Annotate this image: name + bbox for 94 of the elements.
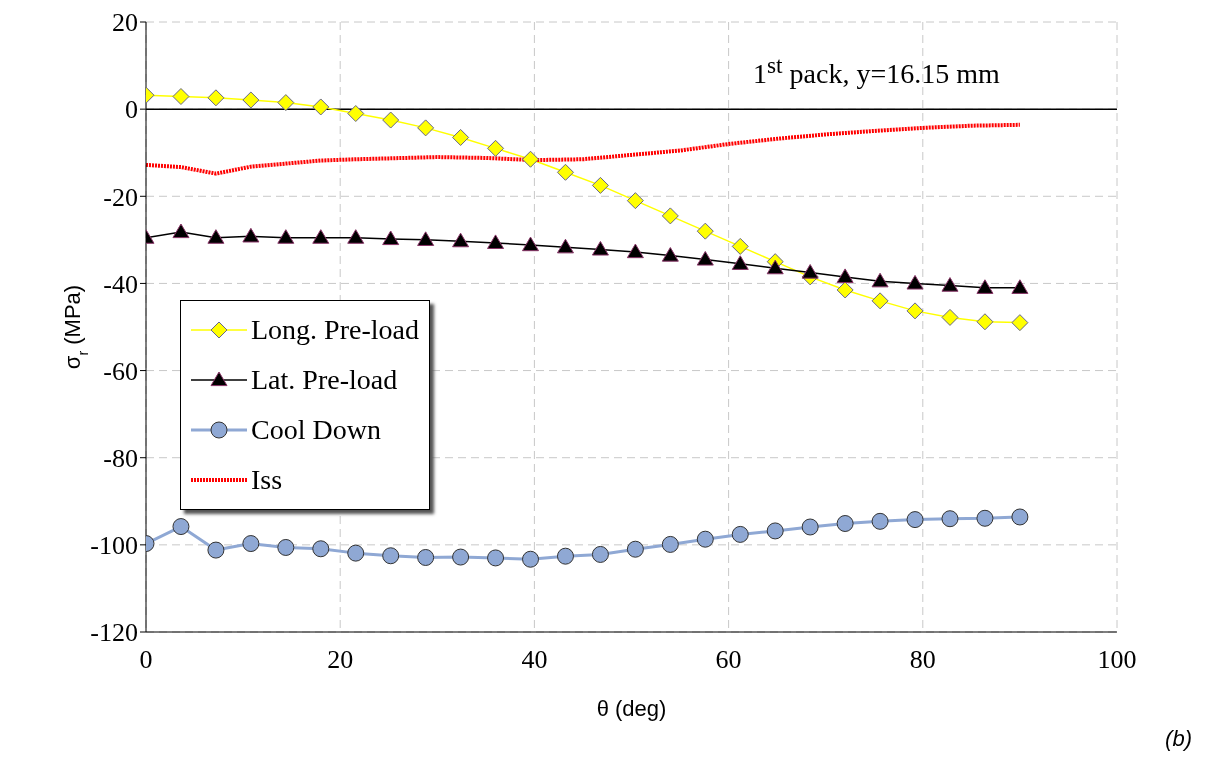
y-tick-label: -120 — [90, 618, 138, 648]
point — [941, 510, 959, 528]
point — [417, 548, 435, 566]
point — [277, 538, 295, 556]
point — [1011, 508, 1029, 526]
x-tick-label: 20 — [327, 645, 354, 675]
point — [312, 540, 330, 558]
point — [591, 545, 609, 563]
point — [172, 88, 190, 106]
line-series — [146, 122, 1022, 176]
point — [871, 272, 889, 288]
point — [207, 229, 225, 244]
point — [871, 292, 889, 310]
point — [626, 243, 644, 259]
point — [766, 259, 784, 275]
point — [976, 279, 994, 294]
point — [172, 223, 190, 239]
point — [452, 128, 470, 146]
y-tick-label: 20 — [112, 8, 138, 38]
point — [906, 511, 924, 529]
x-tick-label: 60 — [715, 645, 742, 675]
point — [731, 255, 749, 270]
point — [312, 98, 330, 116]
legend-label: Iss — [251, 464, 283, 496]
point — [347, 544, 365, 562]
x-tick-label: 80 — [909, 645, 936, 675]
point — [696, 250, 714, 266]
legend-label: Long. Pre-load — [251, 314, 419, 346]
y-tick-label: -20 — [103, 182, 138, 212]
point — [382, 111, 400, 129]
point — [207, 89, 225, 107]
point — [661, 247, 679, 262]
point — [522, 550, 540, 568]
point — [626, 192, 644, 210]
point — [347, 229, 365, 244]
point — [661, 535, 679, 553]
point — [696, 530, 714, 548]
point — [487, 549, 505, 567]
point — [731, 525, 749, 543]
point — [661, 207, 679, 225]
point — [487, 234, 505, 250]
x-axis-title: θ (deg) — [596, 696, 667, 721]
y-tick-label: -40 — [103, 269, 138, 299]
point — [906, 274, 924, 290]
point — [941, 277, 959, 292]
point — [522, 150, 540, 168]
point — [556, 163, 574, 181]
point — [556, 238, 574, 254]
point — [347, 105, 365, 122]
point — [417, 119, 435, 137]
point — [801, 518, 819, 536]
point — [906, 302, 924, 320]
point — [1011, 279, 1029, 294]
y-tick-label: 0 — [125, 95, 138, 125]
point — [242, 91, 260, 109]
point — [277, 229, 295, 244]
point — [591, 176, 609, 194]
point — [976, 509, 994, 527]
point — [522, 236, 540, 252]
point — [941, 308, 959, 326]
point — [207, 541, 225, 559]
point — [382, 230, 400, 246]
y-tick-label: -80 — [103, 443, 138, 473]
point — [452, 548, 470, 566]
point — [172, 518, 190, 536]
legend-label: Cool Down — [251, 414, 381, 446]
point — [382, 547, 400, 565]
y-tick-label: -60 — [103, 356, 138, 386]
point — [452, 232, 470, 248]
point — [312, 229, 330, 244]
y-tick-label: -100 — [90, 531, 138, 561]
point — [836, 281, 854, 299]
point — [696, 222, 714, 240]
text: (b) — [1165, 726, 1192, 751]
point — [731, 237, 749, 255]
point — [591, 240, 609, 256]
annotation: 1$^{st}$ pack, y=16.15 mm — [753, 52, 1000, 90]
x-tick-label: 40 — [521, 645, 548, 675]
point — [976, 313, 994, 331]
legend-label: Lat. Pre-load — [251, 364, 398, 396]
point — [242, 227, 260, 243]
point — [277, 94, 295, 112]
point — [766, 522, 784, 540]
point — [871, 512, 889, 530]
point — [242, 535, 260, 553]
point — [487, 139, 505, 157]
point — [836, 268, 854, 283]
point — [626, 540, 644, 558]
point — [556, 547, 574, 565]
point — [836, 515, 854, 533]
x-tick-label: 100 — [1097, 645, 1137, 675]
point — [417, 231, 435, 246]
point — [1011, 314, 1029, 332]
point — [801, 264, 819, 279]
